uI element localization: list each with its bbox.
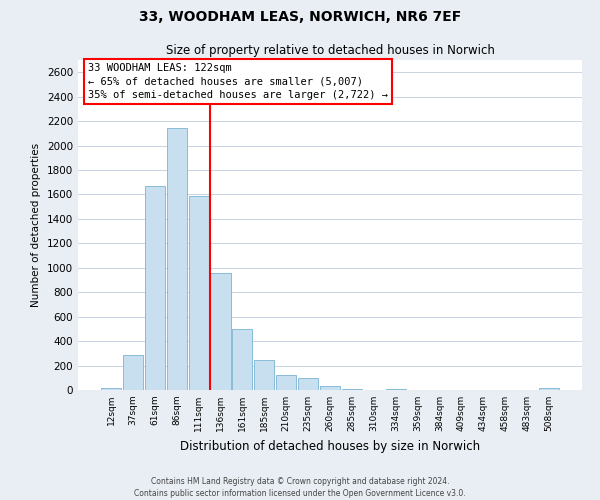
Bar [188, 196, 209, 390]
Bar [101, 388, 121, 390]
Bar [167, 128, 187, 390]
Bar [145, 186, 165, 390]
Bar [539, 388, 559, 390]
Bar [320, 386, 340, 390]
Bar [254, 360, 274, 390]
Bar [298, 378, 318, 390]
Text: 33 WOODHAM LEAS: 122sqm
← 65% of detached houses are smaller (5,007)
35% of semi: 33 WOODHAM LEAS: 122sqm ← 65% of detache… [88, 64, 388, 100]
Y-axis label: Number of detached properties: Number of detached properties [31, 143, 41, 307]
Text: 33, WOODHAM LEAS, NORWICH, NR6 7EF: 33, WOODHAM LEAS, NORWICH, NR6 7EF [139, 10, 461, 24]
X-axis label: Distribution of detached houses by size in Norwich: Distribution of detached houses by size … [180, 440, 480, 452]
Title: Size of property relative to detached houses in Norwich: Size of property relative to detached ho… [166, 44, 494, 58]
Text: Contains HM Land Registry data © Crown copyright and database right 2024.
Contai: Contains HM Land Registry data © Crown c… [134, 476, 466, 498]
Bar [211, 272, 230, 390]
Bar [232, 329, 253, 390]
Bar [123, 354, 143, 390]
Bar [276, 376, 296, 390]
